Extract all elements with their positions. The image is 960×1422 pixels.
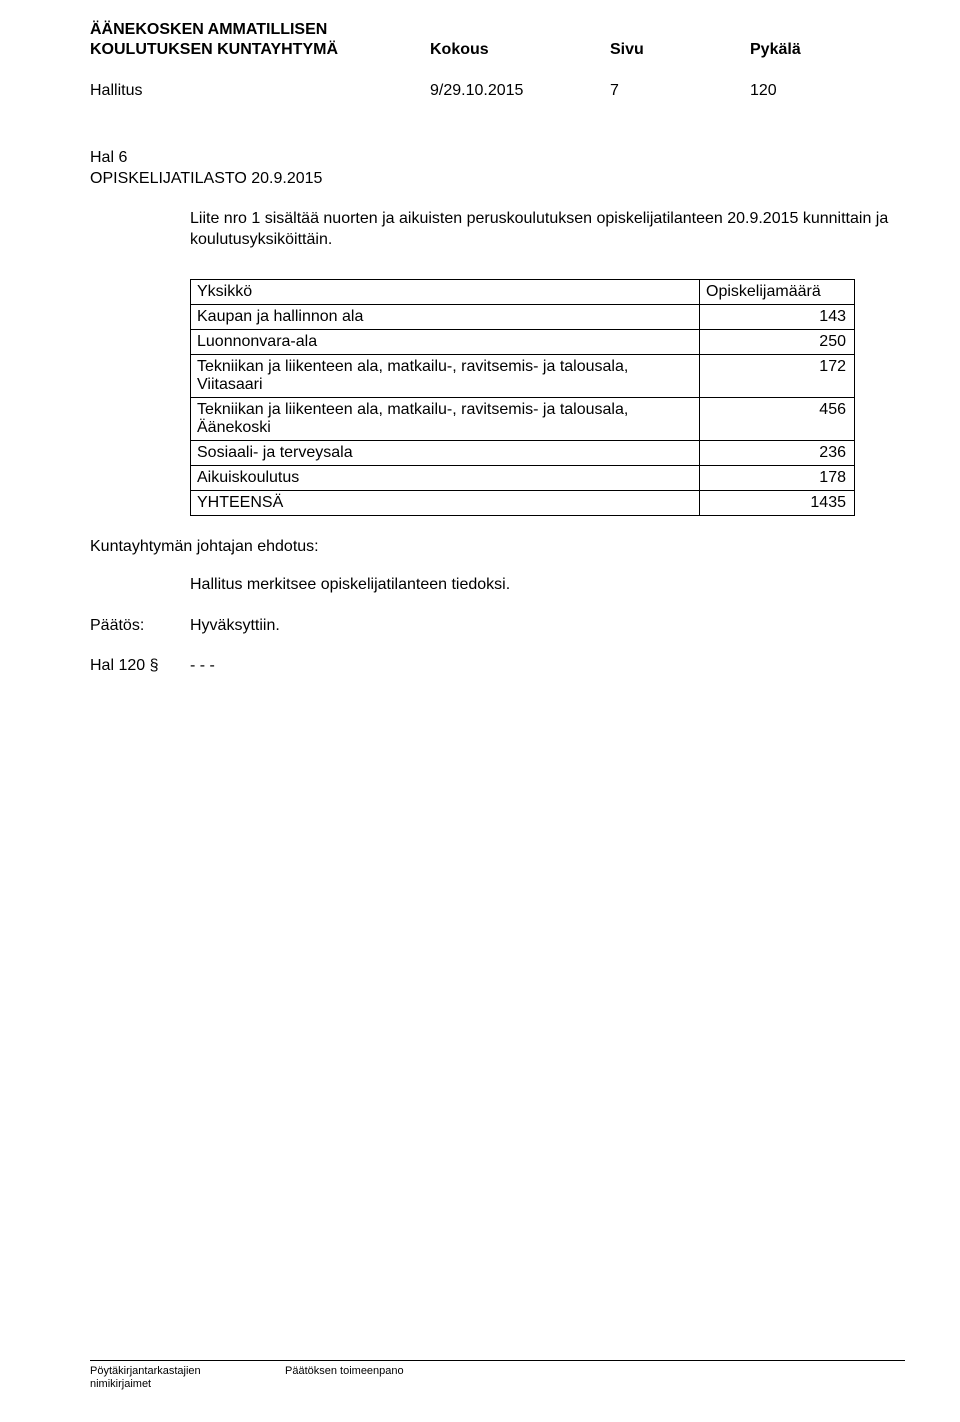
table-cell-label: Kaupan ja hallinnon ala xyxy=(191,304,700,329)
table-cell-value: 1435 xyxy=(700,490,855,515)
meeting-date: 9/29.10.2015 xyxy=(430,82,610,100)
hal-ref: Hal 120 § xyxy=(90,657,190,675)
table-cell-value: 143 xyxy=(700,304,855,329)
table-cell-value: 250 xyxy=(700,329,855,354)
header-row: KOULUTUKSEN KUNTAYHTYMÄ Kokous Sivu Pykä… xyxy=(90,40,905,60)
table-row: Tekniikan ja liikenteen ala, matkailu-, … xyxy=(191,397,855,440)
header-col-section: Pykälä xyxy=(750,40,801,60)
page-footer: Pöytäkirjantarkastajien nimikirjaimet Pä… xyxy=(90,1360,905,1393)
table-row: YHTEENSÄ 1435 xyxy=(191,490,855,515)
motion-label: Kuntayhtymän johtajan ehdotus: xyxy=(90,538,905,556)
table-row: Tekniikan ja liikenteen ala, matkailu-, … xyxy=(191,354,855,397)
table-cell-label: YHTEENSÄ xyxy=(191,490,700,515)
org-name-line1: ÄÄNEKOSKEN AMMATILLISEN xyxy=(90,20,905,40)
table-cell-label: Luonnonvara-ala xyxy=(191,329,700,354)
section-title-line1: Hal 6 xyxy=(90,148,905,169)
table-row: Aikuiskoulutus 178 xyxy=(191,465,855,490)
table-header-count: Opiskelijamäärä xyxy=(700,279,855,304)
footer-left-line2: nimikirjaimet xyxy=(90,1378,285,1392)
table-cell-label: Tekniikan ja liikenteen ala, matkailu-, … xyxy=(191,354,700,397)
motion-text: Hallitus merkitsee opiskelijatilanteen t… xyxy=(190,574,905,596)
hal-ref-row: Hal 120 § - - - xyxy=(90,657,905,675)
footer-left-line1: Pöytäkirjantarkastajien xyxy=(90,1365,285,1379)
meeting-info-row: Hallitus 9/29.10.2015 7 120 xyxy=(90,82,905,100)
student-count-table: Yksikkö Opiskelijamäärä Kaupan ja hallin… xyxy=(190,279,855,516)
decision-row: Päätös: Hyväksyttiin. xyxy=(90,617,905,635)
table-header-unit: Yksikkö xyxy=(191,279,700,304)
document-header: ÄÄNEKOSKEN AMMATILLISEN KOULUTUKSEN KUNT… xyxy=(90,20,905,60)
table-row: Sosiaali- ja terveysala 236 xyxy=(191,440,855,465)
document-page: ÄÄNEKOSKEN AMMATILLISEN KOULUTUKSEN KUNT… xyxy=(0,0,960,1422)
header-col-meeting: Kokous xyxy=(430,40,610,60)
table-cell-value: 178 xyxy=(700,465,855,490)
intro-paragraph: Liite nro 1 sisältää nuorten ja aikuiste… xyxy=(190,208,905,251)
table-row: Kaupan ja hallinnon ala 143 xyxy=(191,304,855,329)
table-row: Luonnonvara-ala 250 xyxy=(191,329,855,354)
meeting-section: 120 xyxy=(750,82,777,100)
table-cell-label: Tekniikan ja liikenteen ala, matkailu-, … xyxy=(191,397,700,440)
meeting-body: Hallitus xyxy=(90,82,430,100)
document-content: ÄÄNEKOSKEN AMMATILLISEN KOULUTUKSEN KUNT… xyxy=(90,20,905,1320)
table-cell-value: 236 xyxy=(700,440,855,465)
decision-text: Hyväksyttiin. xyxy=(190,617,280,635)
header-col-page: Sivu xyxy=(610,40,750,60)
section-title-line2: OPISKELIJATILASTO 20.9.2015 xyxy=(90,169,905,190)
table-cell-value: 172 xyxy=(700,354,855,397)
meeting-page: 7 xyxy=(610,82,750,100)
footer-left: Pöytäkirjantarkastajien nimikirjaimet xyxy=(90,1365,285,1393)
org-name-line2: KOULUTUKSEN KUNTAYHTYMÄ xyxy=(90,40,430,60)
table-cell-value: 456 xyxy=(700,397,855,440)
footer-right: Päätöksen toimeenpano xyxy=(285,1365,404,1393)
separator: - - - xyxy=(190,657,215,675)
table-cell-label: Sosiaali- ja terveysala xyxy=(191,440,700,465)
table-header-row: Yksikkö Opiskelijamäärä xyxy=(191,279,855,304)
table-cell-label: Aikuiskoulutus xyxy=(191,465,700,490)
section-title: Hal 6 OPISKELIJATILASTO 20.9.2015 xyxy=(90,148,905,190)
decision-label: Päätös: xyxy=(90,617,190,635)
